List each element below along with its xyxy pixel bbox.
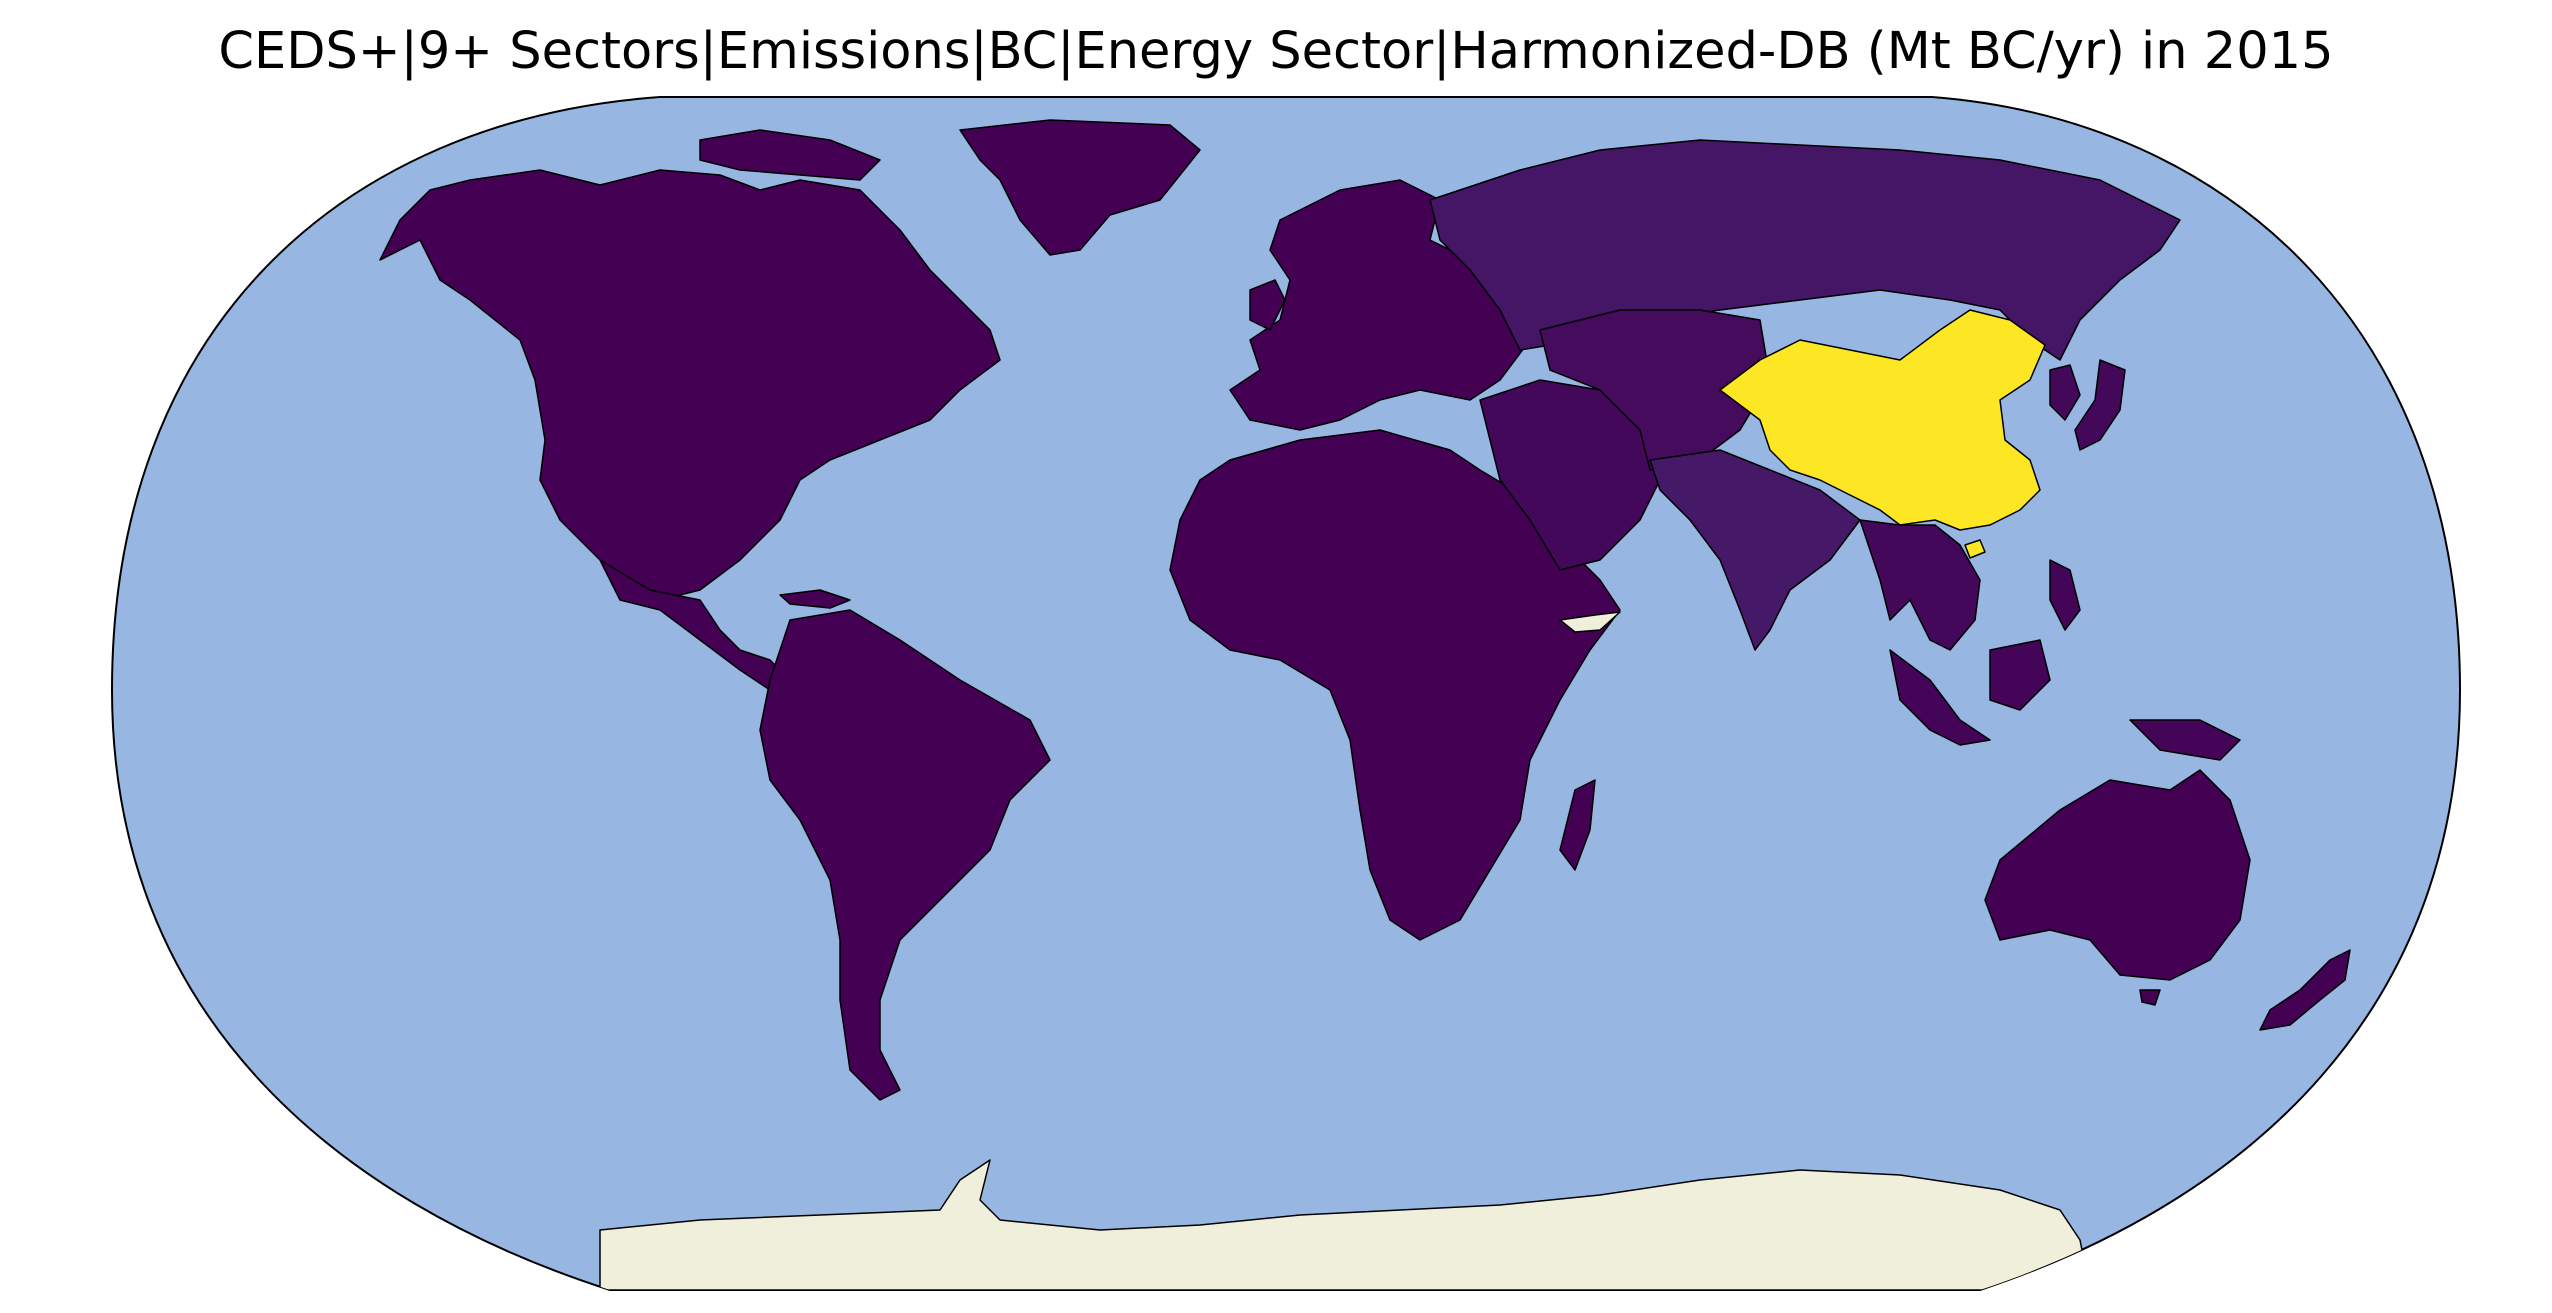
region-middle-east — [1479, 379, 1661, 571]
region-greenland — [959, 119, 1201, 256]
region-uk — [1249, 279, 1286, 331]
region-hainan — [1964, 539, 1986, 559]
region-australia — [1984, 769, 2251, 981]
region-russia — [1429, 139, 2181, 361]
region-north-america — [379, 169, 1001, 601]
region-tasmania — [2139, 989, 2161, 1006]
region-caribbean — [779, 589, 851, 609]
region-philippines — [2049, 559, 2081, 631]
map-title: CEDS+|9+ Sectors|Emissions|BC|Energy Sec… — [218, 22, 2334, 81]
region-borneo — [1989, 639, 2051, 711]
region-southeast-asia — [1859, 519, 1981, 651]
region-somalia — [1559, 611, 1621, 633]
region-new-guinea — [2129, 719, 2241, 761]
region-new-zealand — [2259, 949, 2351, 1031]
region-korea-japan — [2049, 364, 2081, 421]
region-madagascar — [1559, 779, 1596, 871]
region-south-america — [759, 609, 1051, 1101]
region-china — [1719, 309, 2046, 531]
region-indonesia — [1889, 649, 1991, 746]
region-antarctica — [599, 1159, 2091, 1290]
region-india — [1649, 449, 1861, 651]
region-arctic-islands — [699, 129, 881, 181]
region-central-asia — [1539, 309, 1771, 471]
region-japan — [2074, 359, 2126, 451]
